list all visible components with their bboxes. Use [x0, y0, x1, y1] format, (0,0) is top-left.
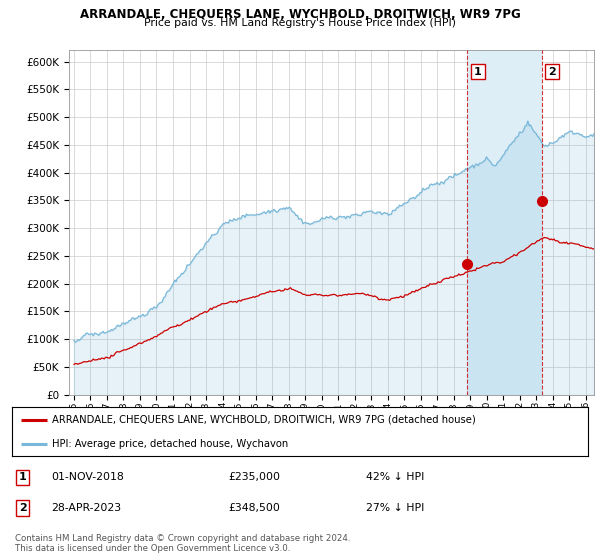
Text: ARRANDALE, CHEQUERS LANE, WYCHBOLD, DROITWICH, WR9 7PG (detached house): ARRANDALE, CHEQUERS LANE, WYCHBOLD, DROI… — [52, 415, 476, 425]
Text: 2: 2 — [19, 503, 26, 513]
Text: 42% ↓ HPI: 42% ↓ HPI — [366, 473, 424, 482]
Text: HPI: Average price, detached house, Wychavon: HPI: Average price, detached house, Wych… — [52, 438, 289, 449]
Text: Price paid vs. HM Land Registry's House Price Index (HPI): Price paid vs. HM Land Registry's House … — [144, 18, 456, 29]
Text: £348,500: £348,500 — [228, 503, 280, 513]
Text: Contains HM Land Registry data © Crown copyright and database right 2024.
This d: Contains HM Land Registry data © Crown c… — [15, 534, 350, 553]
Text: 2: 2 — [548, 67, 556, 77]
Bar — [467, 50, 542, 395]
Text: 01-NOV-2018: 01-NOV-2018 — [51, 473, 124, 482]
Text: 28-APR-2023: 28-APR-2023 — [51, 503, 121, 513]
Text: ARRANDALE, CHEQUERS LANE, WYCHBOLD, DROITWICH, WR9 7PG: ARRANDALE, CHEQUERS LANE, WYCHBOLD, DROI… — [80, 8, 520, 21]
Text: 27% ↓ HPI: 27% ↓ HPI — [366, 503, 424, 513]
Text: £235,000: £235,000 — [228, 473, 280, 482]
Text: 1: 1 — [474, 67, 482, 77]
Text: 1: 1 — [19, 473, 26, 482]
